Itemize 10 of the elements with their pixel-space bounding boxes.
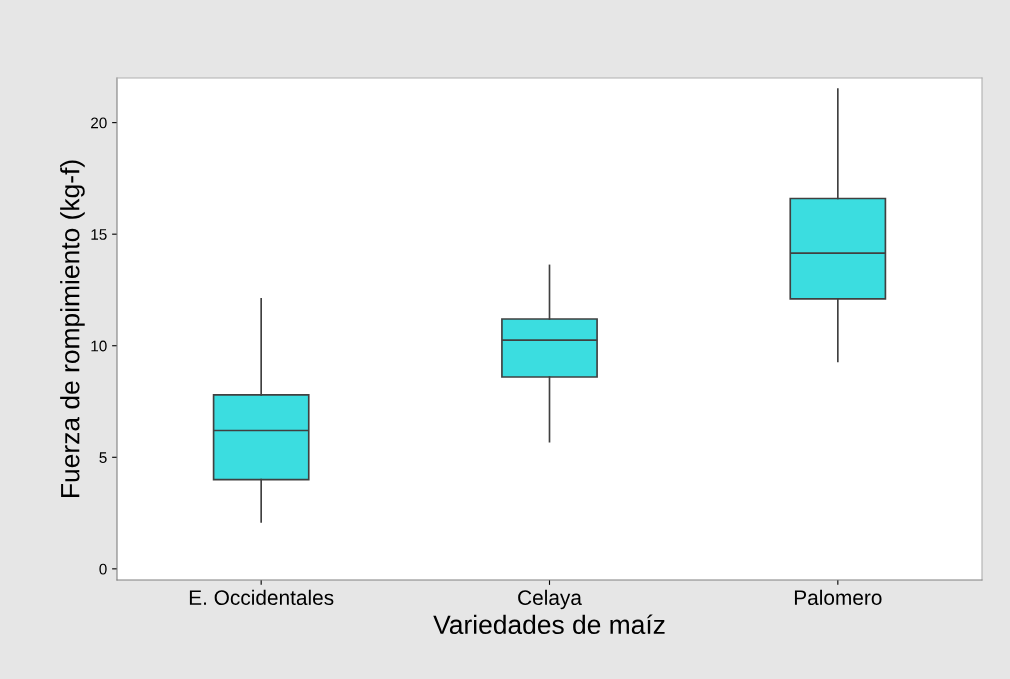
y-tick-label: 0 bbox=[99, 563, 107, 575]
y-tick-label: 10 bbox=[91, 340, 107, 352]
x-tick-label: E. Occidentales bbox=[189, 589, 334, 606]
y-tick-label: 20 bbox=[91, 117, 107, 129]
x-axis-title: Variedades de maíz bbox=[433, 614, 665, 635]
x-tick-label: Celaya bbox=[518, 589, 582, 610]
y-tick-label: 5 bbox=[99, 452, 107, 463]
y-axis-title: Fuerza de rompimiento (kg-f) bbox=[60, 160, 85, 497]
y-tick-label: 15 bbox=[91, 229, 107, 240]
x-tick-label: Palomero bbox=[794, 589, 882, 606]
